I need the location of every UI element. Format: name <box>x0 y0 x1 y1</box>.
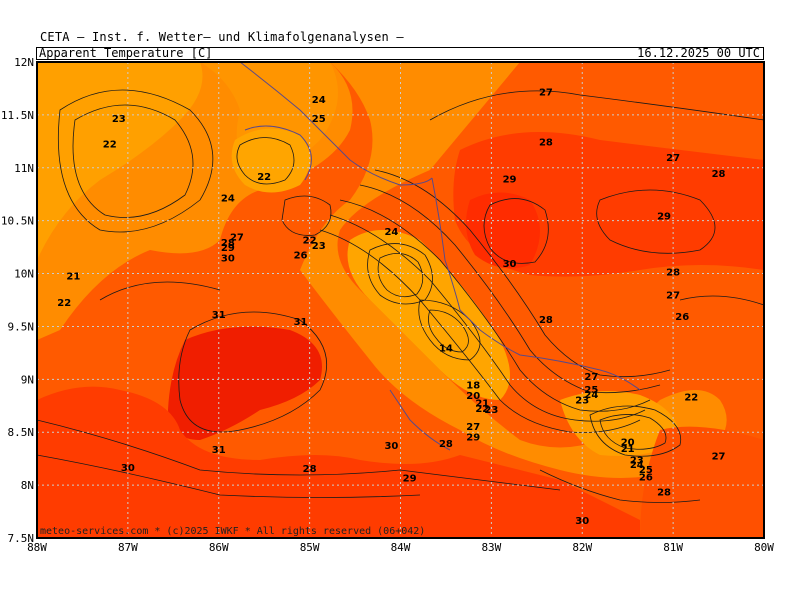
longitude-tick-label: 86W <box>209 541 229 554</box>
longitude-tick-label: 85W <box>300 541 320 554</box>
contour-value-label: 28 <box>221 238 235 249</box>
contour-value-label: 25 <box>639 465 653 476</box>
contour-value-label: 20 <box>466 391 480 402</box>
contour-value-label: 31 <box>212 310 226 321</box>
contour-value-label: 28 <box>539 315 553 326</box>
contour-value-label: 25 <box>312 114 326 125</box>
contour-value-label: 27 <box>584 372 598 383</box>
contour-value-label: 28 <box>439 439 453 450</box>
map-frame <box>36 61 765 539</box>
contour-value-label: 28 <box>666 267 680 278</box>
contour-value-label: 27 <box>230 233 244 244</box>
lat-lon-grid <box>37 62 764 538</box>
contour-value-label: 29 <box>403 474 417 485</box>
cool-patch-lake <box>231 128 310 193</box>
contour-value-label: 27 <box>666 291 680 302</box>
contour-value-label: 21 <box>66 272 80 283</box>
contour-value-label: 28 <box>539 137 553 148</box>
contour-value-label: 22 <box>303 236 317 247</box>
coastlines <box>239 62 641 451</box>
latitude-tick-label: 9N <box>21 373 34 386</box>
warm-band-south <box>37 386 640 538</box>
contour-value-label: 22 <box>475 404 489 415</box>
longitude-tick-label: 88W <box>27 541 47 554</box>
contour-value-label: 24 <box>221 193 235 204</box>
contour-value-label: 28 <box>303 464 317 475</box>
contour-value-label: 26 <box>675 312 689 323</box>
contour-value-label: 30 <box>575 516 589 527</box>
longitude-tick-label: 87W <box>118 541 138 554</box>
contour-value-label: 14 <box>439 344 453 355</box>
contour-value-label: 25 <box>584 385 598 396</box>
contour-value-label: 23 <box>484 405 498 416</box>
latitude-tick-label: 11N <box>14 162 34 175</box>
contour-value-label: 22 <box>684 392 698 403</box>
latitude-tick-label: 8.5N <box>8 426 35 439</box>
contour-value-label: 26 <box>294 251 308 262</box>
contour-value-label: 26 <box>639 473 653 484</box>
contour-value-label: 29 <box>503 174 517 185</box>
hot-core-southwest <box>168 326 322 440</box>
contour-value-label: 30 <box>121 463 135 474</box>
contour-value-label: 24 <box>584 390 598 401</box>
southeast-cool-core <box>560 391 680 456</box>
parameter-label: Apparent_Temperature_[C] <box>39 46 213 60</box>
longitude-tick-label: 81W <box>663 541 683 554</box>
contour-value-label: 22 <box>257 172 271 183</box>
contour-value-label: 24 <box>312 95 326 106</box>
latitude-tick-label: 10.5N <box>1 215 34 228</box>
contour-value-label: 29 <box>221 243 235 254</box>
contour-value-label: 23 <box>312 241 326 252</box>
longitude-tick-label: 84W <box>391 541 411 554</box>
contour-labels: 2322242522242728293022232621223131241427… <box>57 88 725 527</box>
contour-value-label: 29 <box>657 211 671 222</box>
warm-core-northeast <box>466 192 540 269</box>
contour-value-label: 31 <box>294 317 308 328</box>
contour-value-label: 22 <box>57 298 71 309</box>
contour-value-label: 28 <box>657 487 671 498</box>
central-corridor <box>300 62 727 478</box>
contour-value-label: 29 <box>466 432 480 443</box>
contour-value-label: 23 <box>575 395 589 406</box>
longitude-tick-label: 80W <box>754 541 774 554</box>
contour-value-label: 30 <box>503 259 517 270</box>
copyright-credit: meteo-services.com * (c)2025 IWKF * All … <box>40 526 426 537</box>
contour-value-label: 22 <box>103 139 117 150</box>
contour-value-label: 27 <box>666 153 680 164</box>
institute-title: CETA — Inst. f. Wetter— und Klimafolgena… <box>40 30 404 44</box>
latitude-tick-label: 10N <box>14 268 34 281</box>
longitude-tick-label: 82W <box>572 541 592 554</box>
contour-value-label: 30 <box>384 441 398 452</box>
contour-lines <box>37 89 764 503</box>
cool-patch-northwest <box>37 62 203 260</box>
contour-value-label: 30 <box>221 254 235 265</box>
contour-value-label: 27 <box>539 88 553 99</box>
contour-value-label: 24 <box>384 227 398 238</box>
contour-value-label: 31 <box>212 445 226 456</box>
contour-value-label: 21 <box>475 399 489 410</box>
contour-value-label: 21 <box>621 444 635 455</box>
contour-value-label: 23 <box>630 456 644 467</box>
latitude-tick-label: 12N <box>14 56 34 69</box>
map-subtitle-bar: Apparent_Temperature_[C] 16.12.2025 00 U… <box>36 47 764 60</box>
contour-value-label: 18 <box>466 381 480 392</box>
contour-value-label: 27 <box>712 451 726 462</box>
latitude-tick-label: 11.5N <box>1 109 34 122</box>
contour-value-label: 24 <box>630 460 644 471</box>
latitude-tick-label: 8N <box>21 479 34 492</box>
longitude-tick-label: 83W <box>481 541 501 554</box>
contour-value-label: 28 <box>712 169 726 180</box>
latitude-tick-label: 9.5N <box>8 320 35 333</box>
axis-ticks: 88W 87W 86W 85W 84W 83W 82W 81W 80W 12N 11.5N 11N 10… <box>1 56 774 554</box>
contour-value-label: 27 <box>466 422 480 433</box>
warm-patch-southeast <box>640 426 764 538</box>
latitude-tick-label: 7.5N <box>8 532 35 545</box>
contour-value-label: 23 <box>112 114 126 125</box>
contour-value-label: 20 <box>621 438 635 449</box>
valid-time-label: 16.12.2025 00 UTC <box>637 46 760 60</box>
